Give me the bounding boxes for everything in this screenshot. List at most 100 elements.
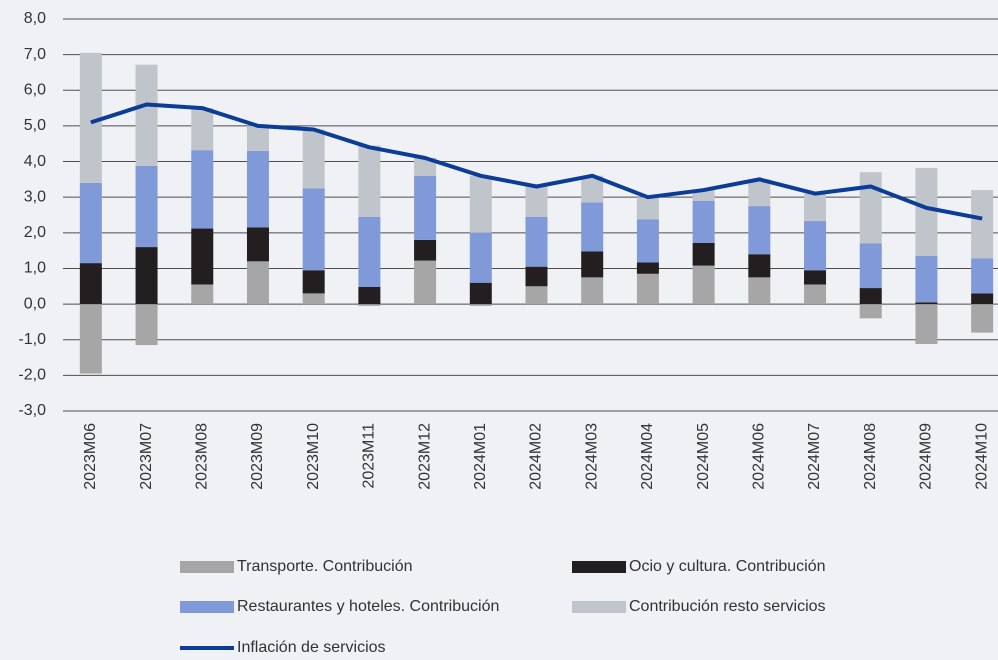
bar-segment [79, 52, 102, 183]
bar-segment [692, 265, 715, 305]
bar-segment [469, 232, 492, 283]
bar-segment [692, 190, 715, 201]
bar-segment [971, 293, 994, 305]
bar-segment [804, 284, 827, 305]
bar-segment [135, 64, 158, 166]
legend-swatch [572, 601, 626, 613]
bar-segment [525, 286, 548, 305]
y-tick-label: -1,0 [18, 331, 46, 348]
bar-segment [692, 200, 715, 243]
bar-segment [636, 262, 659, 274]
x-tick-label: 2024M07 [806, 423, 823, 490]
x-tick-label: 2024M04 [639, 423, 656, 490]
bar-segment [525, 216, 548, 267]
bar-segment [581, 175, 604, 203]
y-tick-label: -2,0 [18, 367, 46, 384]
bar-segment [636, 197, 659, 220]
y-tick-label: 2,0 [24, 224, 46, 241]
bar-segment [135, 165, 158, 248]
bar-segment [692, 242, 715, 266]
x-tick-label: 2023M07 [138, 423, 155, 490]
bar-segment [414, 157, 437, 176]
bar-segment [915, 302, 938, 305]
bar-segment [469, 282, 492, 305]
bar-segment [358, 304, 381, 306]
bar-segment [971, 190, 994, 259]
bar-segment [358, 286, 381, 305]
bar-segment [859, 243, 882, 289]
bar-segment [246, 227, 269, 262]
bar-segment [246, 261, 269, 305]
x-tick-label: 2024M06 [751, 423, 768, 490]
bar-segment [804, 270, 827, 285]
bar-segment [135, 247, 158, 305]
y-tick-label: 1,0 [24, 260, 46, 277]
bar-segment [748, 206, 771, 255]
x-tick-label: 2023M06 [82, 423, 99, 490]
x-tick-label: 2024M10 [973, 423, 990, 490]
x-tick-label: 2024M05 [695, 423, 712, 490]
bar-segment [79, 304, 102, 374]
bar-segment [191, 108, 214, 151]
bar-segment [414, 175, 437, 240]
bar-segment [302, 293, 325, 305]
bar-segment [581, 277, 604, 305]
bar-segment [804, 221, 827, 271]
x-tick-label: 2024M01 [472, 423, 489, 490]
y-tick-label: 8,0 [24, 10, 46, 27]
bar-segment [191, 150, 214, 229]
y-tick-label: 5,0 [24, 117, 46, 134]
bar-segment [859, 172, 882, 244]
y-tick-label: -3,0 [18, 402, 46, 419]
bar-segment [414, 260, 437, 305]
bar-segment [79, 263, 102, 305]
x-tick-label: 2023M11 [361, 423, 378, 489]
bar-segment [915, 167, 938, 256]
bar-segment [636, 219, 659, 263]
bar-segment [469, 304, 492, 306]
legend-swatch [180, 601, 234, 613]
legend-swatch [180, 561, 234, 573]
bar-segment [804, 193, 827, 222]
bar-segment [191, 228, 214, 285]
legend-label: Ocio y cultura. Contribución [629, 558, 826, 575]
y-tick-label: 4,0 [24, 153, 46, 170]
bar-segment [135, 304, 158, 346]
x-tick-label: 2023M12 [416, 423, 433, 490]
line [90, 102, 983, 221]
bar-segment [246, 125, 269, 151]
bar-segment [414, 239, 437, 261]
bar-segment [302, 270, 325, 294]
x-tick-label: 2023M08 [193, 423, 210, 490]
y-tick-label: 6,0 [24, 81, 46, 98]
y-tick-label: 0,0 [24, 295, 46, 312]
bar-segment [79, 182, 102, 264]
y-tick-label: 7,0 [24, 46, 46, 63]
x-tick-label: 2024M09 [918, 423, 935, 490]
bar-segment [302, 129, 325, 189]
x-tick-label: 2024M08 [862, 423, 879, 490]
bar-segment [358, 145, 381, 217]
bar-segment [748, 179, 771, 207]
bar-segment [748, 277, 771, 305]
x-tick-label: 2024M02 [528, 423, 545, 490]
bar-segment [971, 258, 994, 294]
y-tick-label: 3,0 [24, 188, 46, 205]
legend-label: Contribución resto servicios [629, 598, 826, 615]
legend-label: Inflación de servicios [237, 639, 386, 656]
x-tick-label: 2023M09 [249, 423, 266, 490]
bar-segment [915, 304, 938, 345]
bar-segment [859, 304, 882, 319]
x-tick-label: 2023M10 [305, 423, 322, 490]
bar-segment [581, 251, 604, 278]
legend-label: Restaurantes y hoteles. Contribución [237, 598, 499, 615]
bar-segment [191, 284, 214, 305]
bar-segment [636, 273, 659, 305]
bar-segment [302, 188, 325, 271]
bar-segment [525, 266, 548, 287]
legend-label: Transporte. Contribución [237, 558, 413, 575]
bar-segment [246, 150, 269, 228]
bar-segment [525, 186, 548, 217]
